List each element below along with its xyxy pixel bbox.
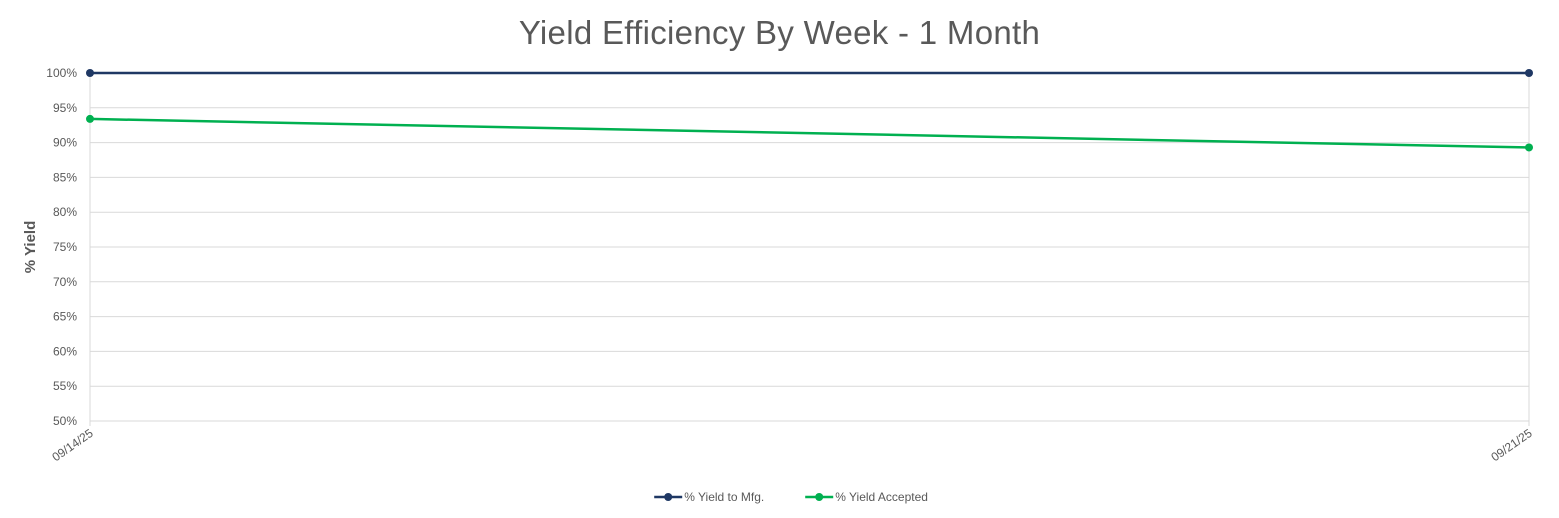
y-tick-label: 70% (53, 275, 77, 289)
legend-swatch-marker (815, 493, 824, 501)
legend-label: % Yield to Mfg. (684, 490, 764, 504)
gridlines (89, 72, 1530, 426)
legend-swatch-marker (664, 493, 673, 501)
series-line (89, 117, 1530, 149)
y-tick-label: 80% (53, 205, 77, 219)
data-point (86, 114, 94, 123)
y-tick-label: 60% (53, 344, 77, 358)
y-tick-label: 65% (53, 310, 77, 324)
data-point (1525, 69, 1533, 77)
y-tick-label: 95% (53, 101, 77, 115)
y-axis-title: % Yield (22, 221, 39, 274)
x-tick-label: 09/21/25 (1488, 426, 1535, 464)
legend: % Yield to Mfg. % Yield Accepted (654, 490, 928, 504)
data-point (86, 69, 94, 77)
data-point (1525, 143, 1533, 152)
y-tick-label: 50% (53, 414, 77, 428)
legend-label: % Yield Accepted (835, 490, 928, 504)
axes: 100% 95% 90% 85% 80% 75% 70% 65% 60% 55% 50%09/14/… (22, 66, 1535, 464)
y-tick-label: 90% (53, 136, 77, 150)
y-tick-label: 75% (53, 240, 77, 254)
x-tick-label: 09/14/25 (49, 426, 96, 464)
y-tick-label: 100% (46, 66, 77, 80)
series-layer (86, 69, 1533, 152)
y-tick-label: 85% (53, 170, 77, 184)
y-tick-label: 55% (53, 379, 77, 393)
chart-title: Yield Efficiency By Week - 1 Month (518, 14, 1041, 51)
